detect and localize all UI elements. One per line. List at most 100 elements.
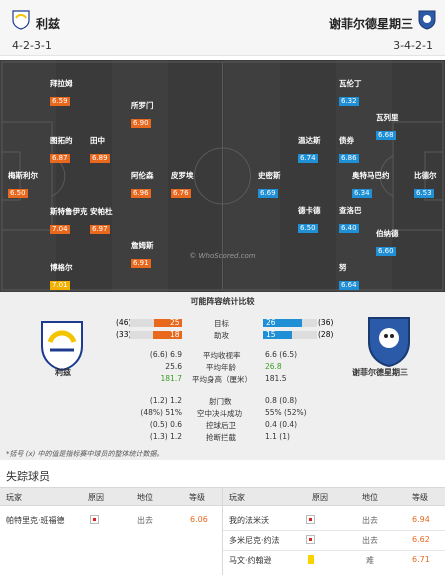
suspension-icon [308,555,314,564]
away-missing-status-0: 出去 [362,516,378,525]
away-avg-height: 181.5 [265,374,287,383]
shots-label: 射门数 [209,397,232,406]
away-missing-player-0[interactable]: 我的法米沃 [229,516,269,525]
row-divider [223,530,445,531]
away-formation: 3-4-2-1 [393,39,433,52]
injury-icon [90,515,99,524]
away-player-6[interactable]: 比德尔 6.53 [414,171,437,198]
away-missing-rating-1: 6.62 [412,535,430,544]
home-possession: (0.5) 0.6 [149,420,182,429]
pitch-lines [1,61,444,291]
away-avg-age: 26.8 [265,362,282,371]
away-player-8[interactable]: 查洛巴 6.40 [339,206,362,233]
avg-age-label: 平均年龄 [206,363,236,372]
match-header: 利兹 4-2-3-1 谢菲尔德星期三 3-4-2-1 [0,0,445,56]
away-player-2[interactable]: 温达斯 6.74 [298,136,321,163]
home-player-6[interactable]: 皮罗埃 6.76 [171,171,194,198]
home-goals-value: 25 [170,318,180,327]
leeds-crest-large-icon [41,321,83,372]
assists-label: 助攻 [214,331,229,340]
header-reason-away: 原因 [312,493,328,502]
away-missing-status-2: 难 [366,556,374,565]
stats-away-team: 谢菲尔德星期三 [352,368,408,377]
home-shots: (1.2) 1.2 [149,396,182,405]
away-player-0[interactable]: 瓦伦丁 6.32 [339,79,362,106]
home-assists-value: 18 [170,330,180,339]
away-player-10[interactable]: 努 6.64 [339,263,359,291]
home-goals-fill [154,319,182,327]
away-missing-rating-0: 6.94 [412,515,430,524]
away-player-4[interactable]: 史密斯 6.69 [258,171,281,198]
home-player-9[interactable]: 詹姆斯 6.91 [131,241,154,268]
stats-title: 可能阵容统计比较 [190,297,255,306]
home-goals-total: (46) [116,318,132,327]
lineup-stats-panel: 可能阵容统计比较 利兹 谢菲尔德星期三 (46) 25 目标 26 (36) (… [0,292,445,460]
home-player-3[interactable]: 田中 6.89 [90,136,110,164]
home-missing-rating-0: 6.06 [190,515,208,524]
home-player-1[interactable]: 所罗门 6.90 [131,101,154,128]
away-possession: 0.4 (0.4) [265,420,298,429]
tackles-label: 抢断拦截 [206,433,236,442]
home-player-8[interactable]: 安帕杜 6.97 [90,207,113,234]
away-missing-status-1: 出去 [362,536,378,545]
away-assists-value: 15 [266,330,276,339]
away-goals-total: (36) [318,318,334,327]
header-status: 地位 [137,493,153,502]
home-player-7[interactable]: 斯特鲁伊克 7.04 [50,207,88,234]
home-assists-total: (33) [116,330,132,339]
away-team-name[interactable]: 谢菲尔德星期三 [328,17,413,31]
away-player-3[interactable]: 债券 6.86 [339,136,359,164]
header-player-away: 玩家 [229,493,245,502]
home-player-2[interactable]: 图拓的 6.87 [50,136,73,163]
injury-icon [306,515,315,524]
home-player-10[interactable]: 博格尔 7.01 [50,263,73,290]
stats-home-team: 利兹 [55,368,71,377]
away-player-1[interactable]: 瓦列里 6.68 [376,113,399,140]
leeds-crest-icon [12,10,30,30]
away-goals-value: 26 [266,318,276,327]
header-player: 玩家 [6,493,22,502]
home-missing-status-0: 出去 [137,516,153,525]
stats-footnote: *括号 (x) 中的值是指标赛中球员的整体统计数据。 [6,450,164,458]
possession-label: 控球后卫 [206,421,236,430]
home-team-name[interactable]: 利兹 [36,17,61,31]
header-rating-away: 等级 [412,493,428,502]
away-aerial: 55% (52%) [265,408,307,417]
missing-players-title: 失踪球员 [6,470,50,483]
avg-height-label: 平均身高（厘米） [192,375,252,384]
header-rating: 等级 [189,493,205,502]
home-assists-fill [153,331,182,339]
header-status-away: 地位 [362,493,378,502]
away-goals-fill [263,319,302,327]
sheffield-crest-icon [418,10,436,30]
away-missing-player-1[interactable]: 多米尼克·约法 [229,536,280,545]
away-shots: 0.8 (0.8) [265,396,298,405]
home-player-0[interactable]: 拜拉姆 6.59 [50,79,73,106]
away-player-7[interactable]: 德卡德 6.50 [298,206,321,233]
pitch: 拜拉姆 6.59 所罗门 6.90 图拓的 6.87 田中 6.89 梅斯利尔 6.50 … [0,60,445,292]
avg-rating-label: 平均收视率 [203,351,241,360]
watermark: © WhoScored.com [189,252,256,260]
table-divider [222,487,223,575]
sheffield-crest-large-icon [368,317,410,368]
away-avg-rating: 6.6 (6.5) [265,350,298,359]
goals-label: 目标 [214,319,229,328]
away-assists-total: (28) [318,330,334,339]
home-player-5[interactable]: 阿伦森 6.96 [131,171,154,198]
home-formation: 4-2-3-1 [12,39,52,52]
home-player-4[interactable]: 梅斯利尔 6.50 [8,171,38,198]
away-player-9[interactable]: 伯纳德 6.60 [376,229,399,256]
away-player-5[interactable]: 奥特马巴约 6.34 [352,171,390,198]
injury-icon [306,535,315,544]
home-avg-rating: (6.6) 6.9 [149,350,182,359]
away-missing-player-2[interactable]: 马文·约翰逊 [229,556,272,565]
away-tackles: 1.1 (1) [265,432,290,441]
aerial-label: 空中决斗成功 [197,409,242,418]
away-assists-fill [263,331,292,339]
header-reason: 原因 [88,493,104,502]
home-missing-player-0[interactable]: 帕特里克·班福德 [6,516,65,525]
home-avg-age: 25.6 [165,362,182,371]
away-missing-rating-2: 6.71 [412,555,430,564]
home-aerial: (48%) 51% [140,408,182,417]
home-tackles: (1.3) 1.2 [149,432,182,441]
